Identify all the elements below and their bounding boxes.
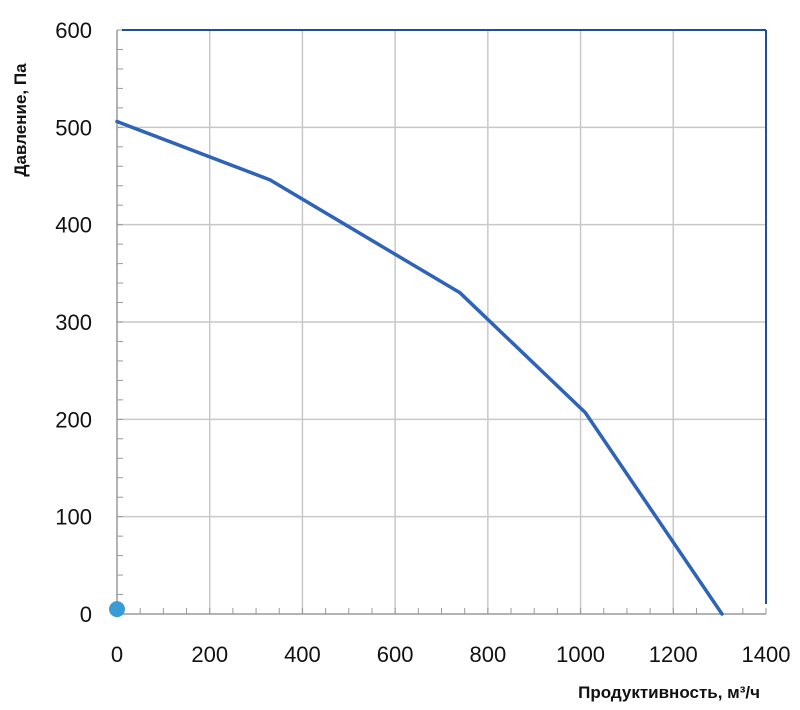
x-tick-label: 0 <box>111 642 123 667</box>
grid <box>117 30 766 614</box>
x-axis-title: Продуктивность, м³/ч <box>578 683 760 702</box>
plot-frame <box>116 29 767 615</box>
x-tick-label: 400 <box>284 642 321 667</box>
x-tick-label: 200 <box>191 642 228 667</box>
y-axis-title: Давление, Па <box>11 63 30 177</box>
series-layer <box>109 119 724 618</box>
x-tick-label: 1000 <box>556 642 605 667</box>
y-tick-label: 500 <box>55 115 92 140</box>
y-tick-label: 100 <box>55 505 92 530</box>
y-tick-label: 400 <box>55 213 92 238</box>
origin-marker <box>109 601 125 618</box>
y-tick-label: 0 <box>80 602 92 627</box>
x-tick-label: 1400 <box>742 642 791 667</box>
pressure-curve <box>115 119 724 616</box>
x-tick-label: 800 <box>469 642 506 667</box>
y-tick-label: 300 <box>55 310 92 335</box>
x-tick-label: 600 <box>377 642 414 667</box>
x-tick-label: 1200 <box>649 642 698 667</box>
x-tick-labels: 0 200 400 600 800 1000 1200 1400 <box>111 642 791 667</box>
y-tick-labels: 0 100 200 300 400 500 600 <box>55 18 92 627</box>
y-tick-label: 200 <box>55 407 92 432</box>
y-tick-label: 600 <box>55 18 92 43</box>
